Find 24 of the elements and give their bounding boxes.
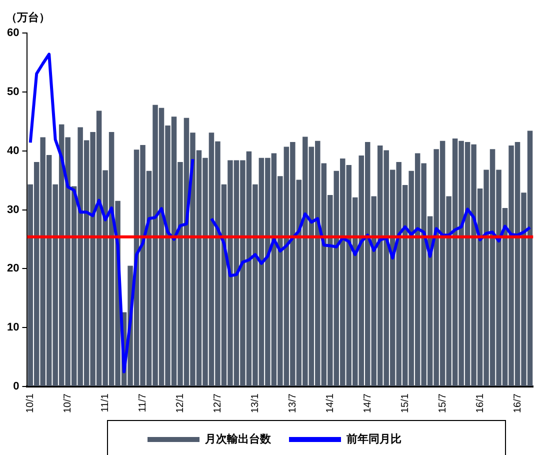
y-tick-label: 30 xyxy=(6,204,20,216)
x-tick-label: 14/7 xyxy=(362,393,374,414)
y-tick-label: 20 xyxy=(6,262,20,275)
x-tick-label: 11/1 xyxy=(100,393,112,412)
x-tick-label: 16/1 xyxy=(474,393,486,414)
x-tick-label: 12/7 xyxy=(212,393,224,414)
y-tick-label: 40 xyxy=(6,144,20,157)
x-tick-label: 11/7 xyxy=(138,393,149,412)
x-tick-label: 10/7 xyxy=(62,393,74,414)
x-tick-label: 15/7 xyxy=(437,393,448,414)
y-axis-title: （万台） xyxy=(6,11,50,24)
y-tick-label: 50 xyxy=(6,86,20,98)
x-tick-label: 13/7 xyxy=(287,393,298,414)
x-tick-label: 12/1 xyxy=(175,393,186,414)
legend-label: 月次輸出台数 xyxy=(204,432,272,446)
y-tick-label: 10 xyxy=(6,322,20,334)
x-tick-label: 10/1 xyxy=(25,393,36,414)
y-tick-label: 60 xyxy=(6,27,20,40)
x-tick-label: 16/7 xyxy=(512,393,524,414)
y-tick-label: 0 xyxy=(13,380,20,393)
x-tick-label: 13/1 xyxy=(250,393,261,414)
x-tick-label: 14/1 xyxy=(324,393,336,414)
legend-label: 前年同月比 xyxy=(346,432,402,446)
x-tick-label: 15/1 xyxy=(400,393,411,414)
